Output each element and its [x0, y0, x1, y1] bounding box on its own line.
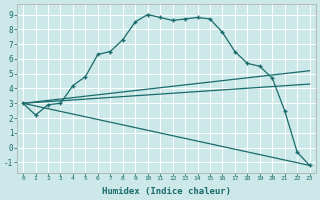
- X-axis label: Humidex (Indice chaleur): Humidex (Indice chaleur): [102, 187, 231, 196]
